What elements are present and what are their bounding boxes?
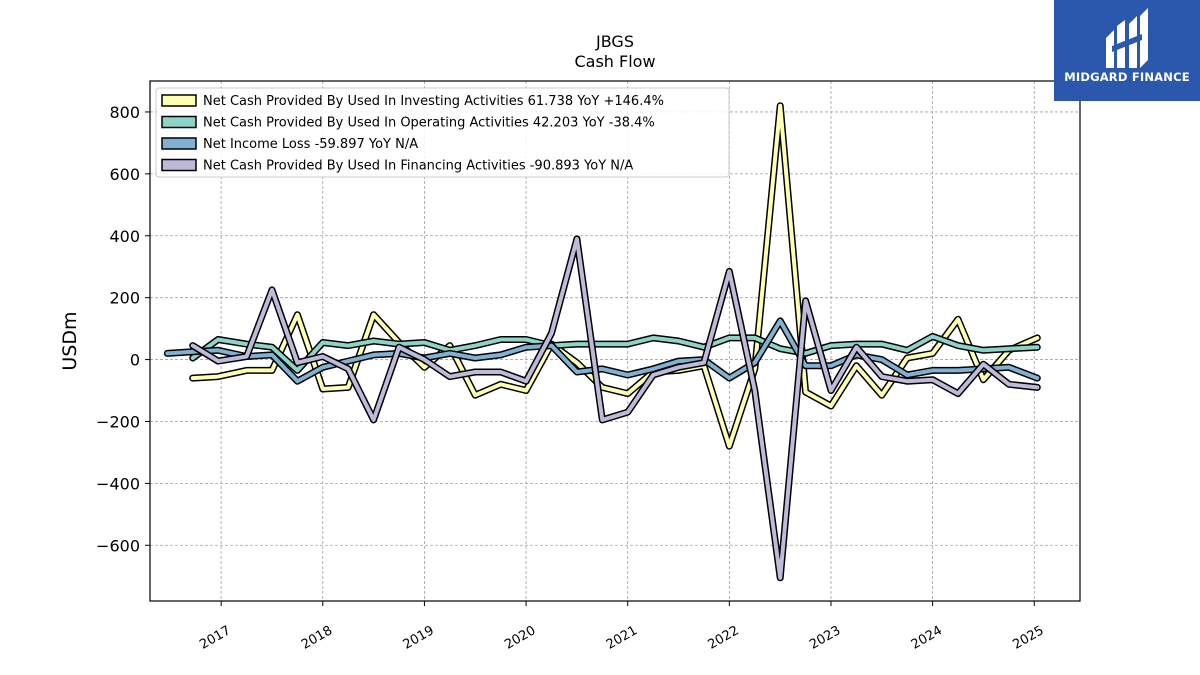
series-2 [189,332,1041,374]
x-tick-label: 2019 [401,623,437,653]
chart-title: JBGS [595,32,634,51]
legend-swatch [161,94,197,107]
series-3 [163,317,1041,385]
y-tick-label: 400 [109,227,140,246]
legend-entry: Net Cash Provided By Used In Operating A… [203,116,655,131]
x-tick-label: 2023 [807,623,843,653]
y-tick-label: 0 [130,351,140,370]
series-line [190,236,1040,580]
x-tick-label: 2021 [604,623,640,653]
x-tick-label: 2022 [706,623,742,653]
series-line [190,334,1040,373]
y-tick-label: 200 [109,289,140,308]
y-tick-label: 600 [109,165,140,184]
legend-swatch [161,137,197,150]
legend-box [155,87,730,178]
series-lines [163,102,1041,582]
legend-swatch [161,115,197,129]
x-tick-label: 2018 [299,623,335,653]
x-tick-label: 2020 [502,623,538,653]
legend-entry: Net Income Loss -59.897 YoY N/A [203,137,418,152]
plot-frame [149,80,1081,602]
legend-entry: Net Cash Provided By Used In Investing A… [203,94,664,109]
x-tick-label: 2025 [1010,623,1046,653]
series-4 [189,235,1041,582]
y-tick-label: 800 [109,103,140,122]
chart-subtitle: Cash Flow [574,52,655,71]
midgard-finance-logo: MIDGARD FINANCE [1054,0,1200,101]
logo-text: MIDGARD FINANCE [1064,70,1190,84]
y-tick-label: −400 [96,474,140,493]
legend: Net Cash Provided By Used In Investing A… [155,87,730,178]
legend-swatch [161,158,197,172]
x-tick-label: 2024 [909,623,945,653]
y-tick-label: −200 [96,412,140,431]
series-line [165,318,1040,384]
legend-entry: Net Cash Provided By Used In Financing A… [203,159,633,174]
x-tick-label: 2017 [197,623,233,653]
logo-mark-icon [1106,8,1148,68]
y-tick-label: −600 [96,536,140,555]
y-axis-label: USDm [59,311,81,370]
series-line-outline [189,235,1041,582]
